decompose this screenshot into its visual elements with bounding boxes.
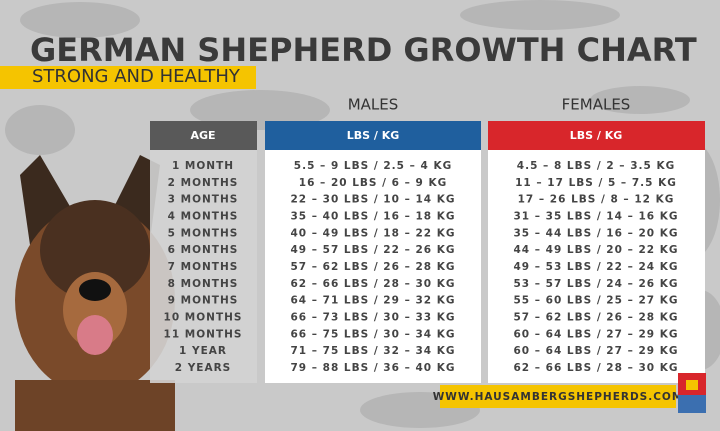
males-cell: 64 – 71 LBS / 29 – 32 KG (290, 295, 455, 307)
females-cell: 60 – 64 LBS / 27 – 29 KG (513, 328, 678, 340)
website: WWW.HAUSAMBERGSHEPHERDS.COM (433, 391, 684, 403)
females-cell: 53 – 57 LBS / 24 – 26 KG (513, 278, 678, 290)
females-cell: 49 – 53 LBS / 22 – 24 KG (513, 261, 678, 273)
age-cell: 4 MONTHS (168, 210, 239, 222)
group-header: FEMALES (562, 96, 631, 114)
age-cell: 10 MONTHS (164, 311, 243, 323)
males-cell: 5.5 – 9 LBS / 2.5 – 4 KG (294, 160, 452, 172)
subtitle-band (0, 66, 256, 89)
males-cell: 79 – 88 LBS / 36 – 40 KG (290, 362, 455, 374)
subtitle: STRONG AND HEALTHY (32, 66, 241, 87)
females-column (488, 150, 705, 383)
females-cell: 11 – 17 LBS / 5 – 7.5 KG (515, 177, 677, 189)
males-cell: 62 – 66 LBS / 28 – 30 KG (290, 278, 455, 290)
males-cell: 16 – 20 LBS / 6 – 9 KG (299, 177, 447, 189)
age-cell: 8 MONTHS (168, 278, 239, 290)
age-cell: 5 MONTHS (168, 227, 239, 239)
table-body: 1 MONTH 5.5 – 9 LBS / 2.5 – 4 KG 4.5 – 8 L… (164, 160, 678, 374)
females-cell: 31 – 35 LBS / 14 – 16 KG (513, 210, 678, 222)
males-cell: 71 – 75 LBS / 32 – 34 KG (290, 345, 455, 357)
age-column (150, 150, 257, 383)
title: GERMAN SHEPHERD GROWTH CHART (30, 31, 697, 69)
age-cell: 9 MONTHS (168, 295, 239, 307)
females-cell: 44 – 49 LBS / 20 – 22 KG (513, 244, 678, 256)
age-cell: 3 MONTHS (168, 194, 239, 206)
age-cell: 7 MONTHS (168, 261, 239, 273)
age-cell: 1 MONTH (172, 160, 234, 172)
males-cell: 49 – 57 LBS / 22 – 26 KG (290, 244, 455, 256)
females-cell: 60 – 64 LBS / 27 – 29 KG (513, 345, 678, 357)
age-cell: 1 YEAR (179, 345, 227, 357)
females-cell: 4.5 – 8 LBS / 2 – 3.5 KG (517, 160, 675, 172)
females-cell: 57 – 62 LBS / 26 – 28 KG (513, 311, 678, 323)
age-cell: 11 MONTHS (164, 328, 243, 340)
group-header: MALES (348, 96, 399, 114)
females-header-box (488, 121, 705, 150)
females-cell: 17 – 26 LBS / 8 – 12 KG (518, 194, 675, 206)
females-cell: 62 – 66 LBS / 28 – 30 KG (513, 362, 678, 374)
column-header: AGE (190, 129, 215, 142)
website-band (440, 385, 676, 408)
logo (678, 373, 706, 413)
males-cell: 35 – 40 LBS / 16 – 18 KG (290, 210, 455, 222)
males-column (265, 150, 481, 383)
males-header-box (265, 121, 481, 150)
age-header-box (150, 121, 257, 150)
females-cell: 35 – 44 LBS / 16 – 20 KG (513, 227, 678, 239)
column-header: LBS / KG (570, 129, 623, 142)
column-header: LBS / KG (347, 129, 400, 142)
males-cell: 57 – 62 LBS / 26 – 28 KG (290, 261, 455, 273)
dog-illustration (15, 155, 175, 431)
age-cell: 2 YEARS (175, 362, 232, 374)
males-cell: 22 – 30 LBS / 10 – 14 KG (290, 194, 455, 206)
males-cell: 66 – 73 LBS / 30 – 33 KG (290, 311, 455, 323)
age-cell: 6 MONTHS (168, 244, 239, 256)
males-cell: 40 – 49 LBS / 18 – 22 KG (290, 227, 455, 239)
females-cell: 55 – 60 LBS / 25 – 27 KG (513, 295, 678, 307)
males-cell: 66 – 75 LBS / 30 – 34 KG (290, 328, 455, 340)
age-cell: 2 MONTHS (168, 177, 239, 189)
